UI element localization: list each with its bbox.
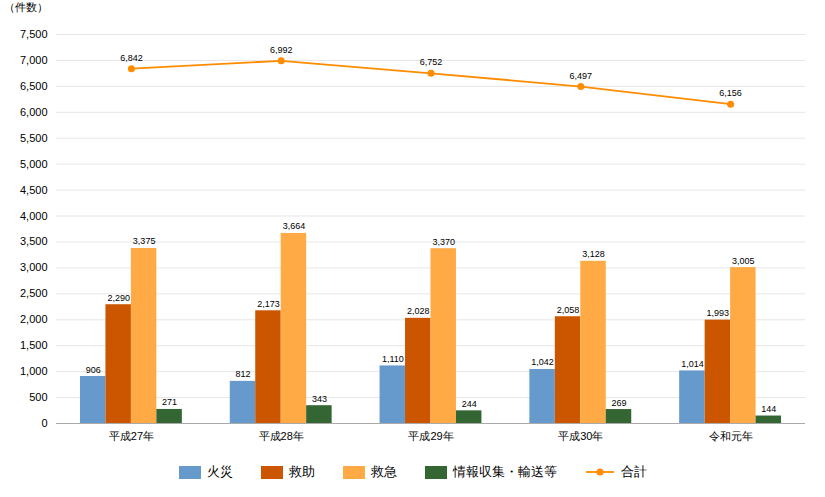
svg-text:3,664: 3,664 [283,221,306,231]
svg-text:500: 500 [29,391,47,403]
svg-text:平成29年: 平成29年 [408,430,453,442]
svg-text:4,500: 4,500 [20,184,48,196]
html-text:救助: 救助 [288,464,315,479]
svg-text:3,375: 3,375 [133,236,156,246]
svg-text:3,128: 3,128 [582,249,605,259]
svg-text:2,000: 2,000 [20,313,48,325]
svg-text:5,500: 5,500 [20,132,48,144]
svg-text:4,000: 4,000 [20,210,48,222]
html-text:情報収集・輸送等: 情報収集・輸送等 [452,464,557,479]
svg-text:244: 244 [462,399,477,409]
svg-text:平成30年: 平成30年 [558,430,603,442]
svg-text:6,156: 6,156 [719,88,742,98]
svg-text:271: 271 [162,397,177,407]
svg-text:（件数）: （件数） [4,1,48,13]
svg-text:906: 906 [86,365,101,375]
svg-text:1,000: 1,000 [20,365,48,377]
svg-text:343: 343 [312,394,327,404]
svg-text:812: 812 [235,369,250,379]
svg-text:2,290: 2,290 [107,293,130,303]
svg-text:2,058: 2,058 [557,305,580,315]
svg-text:0: 0 [41,417,47,429]
svg-text:6,497: 6,497 [570,71,593,81]
svg-text:2,500: 2,500 [20,287,48,299]
svg-text:2,173: 2,173 [257,299,280,309]
svg-text:3,500: 3,500 [20,235,48,247]
svg-text:3,005: 3,005 [732,256,755,266]
svg-text:1,500: 1,500 [20,339,48,351]
html-text:合計: 合計 [620,464,647,479]
svg-text:7,500: 7,500 [20,28,48,40]
svg-text:3,000: 3,000 [20,261,48,273]
svg-text:2,028: 2,028 [407,306,430,316]
svg-text:6,500: 6,500 [20,80,48,92]
svg-text:平成27年: 平成27年 [109,430,154,442]
html-text:救急: 救急 [370,464,397,479]
svg-text:1,110: 1,110 [382,354,404,364]
svg-text:5,000: 5,000 [20,158,48,170]
svg-text:6,000: 6,000 [20,106,48,118]
svg-text:令和元年: 令和元年 [709,430,753,442]
svg-text:6,842: 6,842 [120,53,143,63]
svg-text:269: 269 [611,398,626,408]
svg-text:144: 144 [761,404,776,414]
svg-text:1,993: 1,993 [707,308,730,318]
html-text:火災: 火災 [206,464,233,479]
svg-text:1,042: 1,042 [531,357,554,367]
svg-text:6,992: 6,992 [270,45,293,55]
svg-text:7,000: 7,000 [20,54,48,66]
svg-text:3,370: 3,370 [432,237,455,247]
svg-text:1,014: 1,014 [681,359,704,369]
svg-text:平成28年: 平成28年 [259,430,304,442]
svg-text:6,752: 6,752 [420,57,443,67]
